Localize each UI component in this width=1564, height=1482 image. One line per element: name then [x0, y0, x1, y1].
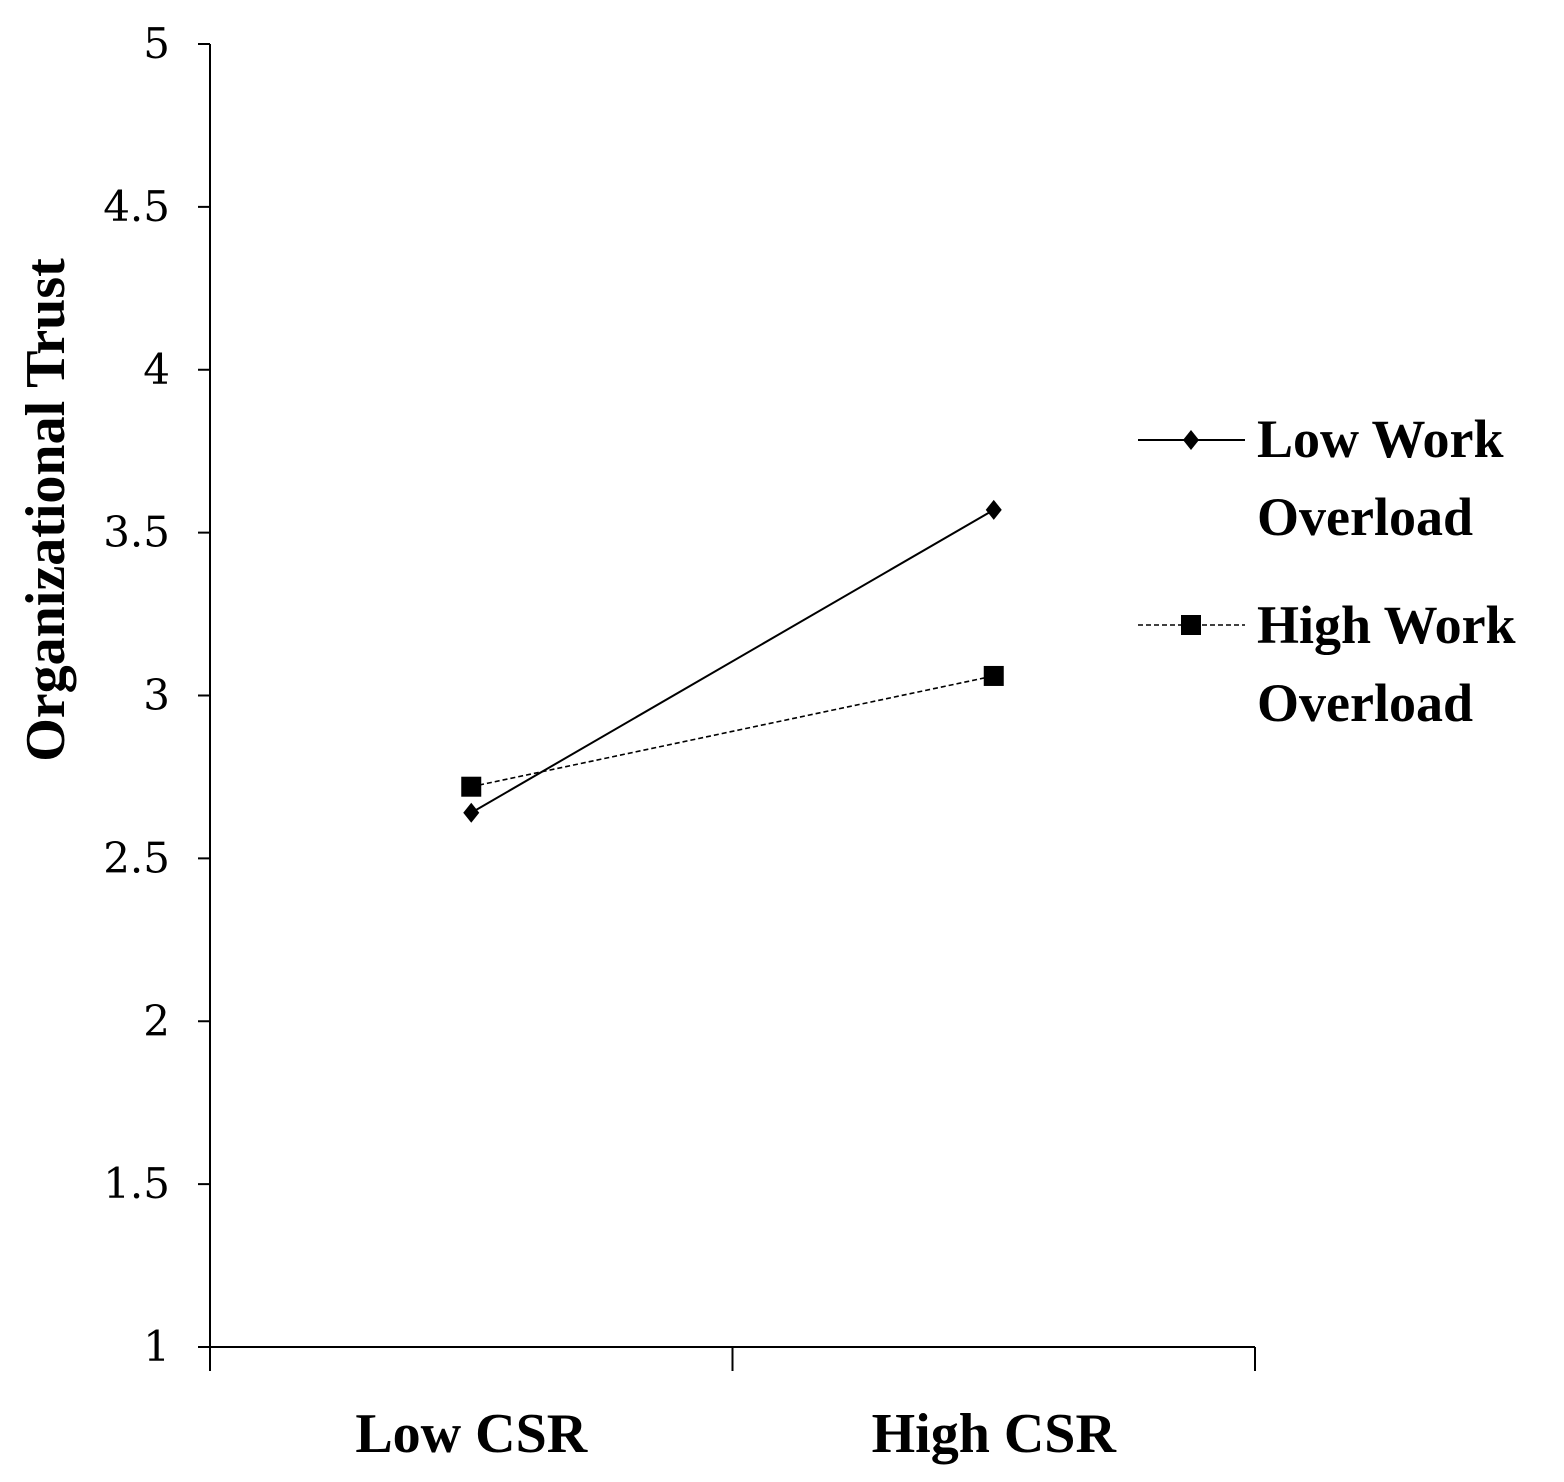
legend-label-line: Overload: [1257, 673, 1473, 733]
legend-label-line: Low Work: [1257, 409, 1504, 469]
y-tick-label: 3: [143, 671, 170, 720]
y-tick-label: 2.5: [103, 833, 170, 882]
series-high-work-overload: [461, 665, 1004, 797]
legend: Low Work Overload High Work Overload: [1138, 409, 1516, 733]
data-point: [461, 776, 482, 797]
y-tick-label: 1: [143, 1322, 170, 1371]
x-tick-label: High CSR: [872, 1403, 1117, 1465]
y-tick-label: 4.5: [103, 182, 170, 231]
series-low-work-overload: [463, 499, 1002, 823]
x-axis: Low CSR High CSR: [209, 1346, 1256, 1465]
y-axis-label: Organizational Trust: [15, 258, 77, 762]
data-point: [985, 499, 1002, 520]
series-line: [470, 508, 995, 814]
legend-label: High Work Overload: [1257, 595, 1516, 733]
data-point: [463, 802, 480, 823]
x-tick-label: Low CSR: [355, 1403, 587, 1465]
data-point: [983, 665, 1004, 686]
y-axis: 1 1.5 2 2.5 3 3.5 4 4.5 5: [103, 19, 211, 1371]
legend-label-line: High Work: [1257, 595, 1516, 655]
y-tick-label: 2: [143, 996, 170, 1045]
legend-label-line: Overload: [1257, 487, 1473, 547]
y-tick-label: 5: [143, 19, 170, 68]
series-layer: [461, 499, 1004, 823]
y-tick-label: 4: [143, 345, 170, 394]
y-tick-label: 1.5: [103, 1159, 170, 1208]
legend-marker: [1181, 615, 1201, 635]
legend-label: Low Work Overload: [1257, 409, 1504, 547]
series-line: [471, 675, 994, 788]
y-tick-label: 3.5: [103, 508, 170, 557]
legend-item: High Work Overload: [1138, 595, 1516, 733]
legend-item: Low Work Overload: [1138, 409, 1504, 547]
legend-marker: [1183, 430, 1199, 450]
